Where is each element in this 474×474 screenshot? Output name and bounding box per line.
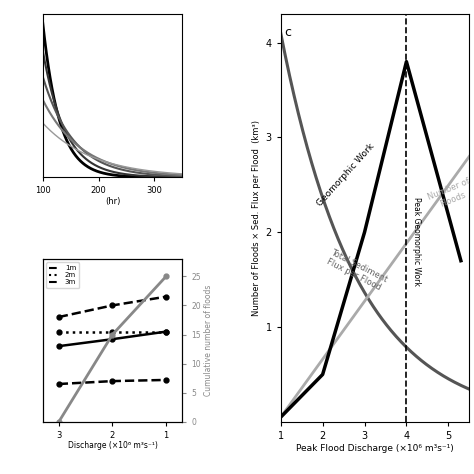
Text: Total Sediment
Flux per Flood: Total Sediment Flux per Flood	[324, 247, 388, 293]
Text: Geomorphic Work: Geomorphic Work	[315, 142, 376, 209]
Y-axis label: Cumulative number of floods: Cumulative number of floods	[204, 285, 213, 396]
Legend: 1m, 2m, 3m: 1m, 2m, 3m	[46, 262, 79, 288]
Text: Number of
Floods: Number of Floods	[426, 177, 474, 212]
X-axis label: Discharge (×10⁶ m³s⁻¹): Discharge (×10⁶ m³s⁻¹)	[67, 441, 157, 450]
X-axis label: Peak Flood Discharge (×10⁶ m³s⁻¹): Peak Flood Discharge (×10⁶ m³s⁻¹)	[296, 444, 454, 453]
X-axis label: (hr): (hr)	[105, 197, 120, 206]
Y-axis label: Number of Floods × Sed. Flux per Flood  (km³): Number of Floods × Sed. Flux per Flood (…	[252, 120, 261, 316]
Text: Peak Geomorphic Work: Peak Geomorphic Work	[412, 197, 421, 286]
Text: c: c	[284, 27, 292, 39]
